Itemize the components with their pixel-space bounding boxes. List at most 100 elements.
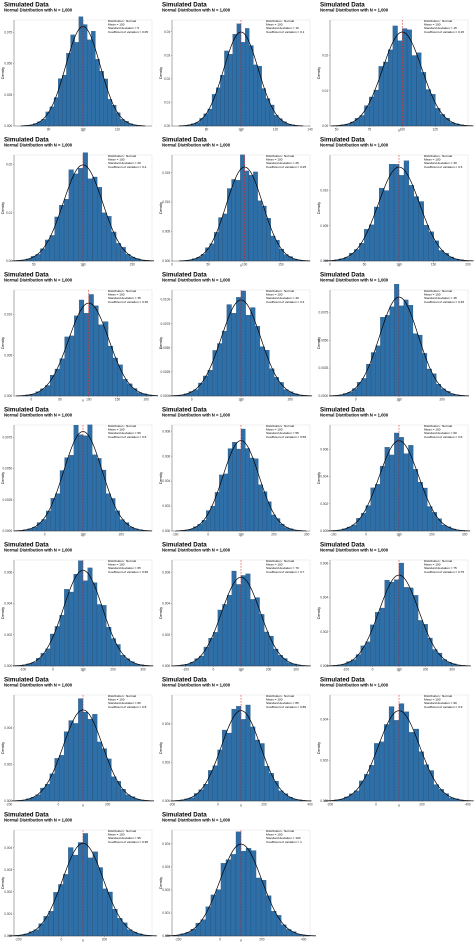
histogram-bar xyxy=(87,719,93,802)
histogram-bar xyxy=(107,891,113,937)
y-tick-label: 0.004 xyxy=(162,722,170,726)
stats-annotation-line: Distribution : Normal xyxy=(424,424,452,428)
stats-annotation-line: Distribution : Normal xyxy=(424,19,452,23)
histogram-bar xyxy=(423,225,429,262)
histogram-bar xyxy=(275,518,281,532)
histogram-bar xyxy=(245,315,251,397)
histogram-bar xyxy=(388,706,395,802)
y-axis-label: Density xyxy=(317,67,321,79)
x-tick-label: 0 xyxy=(219,938,221,942)
histogram-bar xyxy=(266,501,272,532)
stats-annotation-line: Standard deviation = 45 xyxy=(424,296,457,300)
y-tick-label: 0.0075 xyxy=(2,436,12,440)
y-tick-label: 0.002 xyxy=(4,763,12,767)
x-tick-label: 400 xyxy=(465,803,471,807)
stats-annotation-line: Coefficient of variation = 0.45 xyxy=(424,300,464,304)
stats-annotation-line: Coefficient of variation = 0.8 xyxy=(108,705,147,709)
y-tick-label: 0.00 xyxy=(322,124,328,128)
histogram-bar xyxy=(259,743,265,802)
histogram-bar xyxy=(92,851,98,937)
histogram-bar xyxy=(428,770,434,802)
histogram-bar xyxy=(110,498,116,532)
histogram-bar xyxy=(105,493,111,532)
x-tick-label: 200 xyxy=(419,803,425,807)
histogram-bar xyxy=(221,330,227,397)
histogram-bar xyxy=(231,708,237,802)
histogram-bar xyxy=(250,599,256,667)
histogram-bar xyxy=(200,919,206,937)
histogram-bar xyxy=(82,711,88,802)
histogram-bar xyxy=(91,31,96,127)
histogram-bar xyxy=(115,781,121,802)
y-tick-label: 0.006 xyxy=(162,454,170,458)
stats-annotation-line: Coefficient of variation = 0.55 xyxy=(266,435,306,439)
histogram-bar xyxy=(389,306,395,397)
histogram-bar xyxy=(383,190,390,262)
x-axis-label: x xyxy=(82,939,84,943)
chart-title: Simulated Data xyxy=(320,407,365,414)
histogram-bar xyxy=(423,764,429,802)
x-tick-label: 200 xyxy=(144,398,150,402)
y-tick-label: 0.004 xyxy=(4,726,12,730)
histogram-bar xyxy=(398,175,405,262)
histogram-bar xyxy=(106,627,112,667)
stats-annotation-line: Coefficient of variation = 0.4 xyxy=(266,300,305,304)
chart-title: Simulated Data xyxy=(4,272,49,279)
chart-subtitle: Normal Distribution with N = 1,000 xyxy=(4,143,73,148)
stats-annotation-line: Coefficient of variation = 0.35 xyxy=(108,300,148,304)
y-tick-label: 0.0075 xyxy=(160,322,170,326)
y-axis-label: Density xyxy=(159,337,163,349)
histogram-bar xyxy=(379,741,385,802)
histogram-bar xyxy=(427,506,433,532)
stats-annotation-line: Coefficient of variation = 0.1 xyxy=(266,30,305,34)
histogram-bar xyxy=(273,781,279,802)
histogram-bar xyxy=(384,579,390,667)
histogram-bar xyxy=(54,626,60,667)
chart-title: Simulated Data xyxy=(162,137,207,144)
stats-annotation-line: Distribution : Normal xyxy=(108,289,136,293)
histogram-bar xyxy=(203,783,209,802)
y-tick-label: 0.000 xyxy=(162,799,170,803)
histogram-bar xyxy=(394,579,400,667)
histogram-bar xyxy=(64,457,70,532)
histogram-bar xyxy=(82,580,88,667)
histogram-bar xyxy=(276,915,282,937)
x-tick-label: 100 xyxy=(80,263,86,267)
histogram-bar xyxy=(124,658,130,667)
histogram-bar xyxy=(389,454,395,532)
chart-subtitle: Normal Distribution with N = 1,000 xyxy=(162,278,231,283)
histogram-bar xyxy=(236,706,242,802)
y-tick-label: 0.0000 xyxy=(318,394,328,398)
histogram-bar xyxy=(68,591,74,667)
x-tick-label: -100 xyxy=(172,533,179,537)
x-tick-label: 100 xyxy=(396,398,402,402)
histogram-bar xyxy=(58,78,63,127)
y-tick-label: 0.0075 xyxy=(318,310,328,314)
histogram-bar xyxy=(45,648,51,667)
histogram-bar xyxy=(374,743,380,802)
histogram-bar xyxy=(41,519,47,532)
stats-annotation-line: Mean = 100 xyxy=(266,563,283,567)
y-tick-label: 0.002 xyxy=(162,761,170,765)
chart-title: Simulated Data xyxy=(4,2,49,9)
x-tick-label: 100 xyxy=(238,398,244,402)
histogram-bar xyxy=(244,170,250,262)
histogram-panel: Simulated Data Normal Distribution with N… xyxy=(316,675,474,810)
histogram-bar xyxy=(102,888,108,937)
histogram-bar xyxy=(78,560,84,667)
stats-annotation-line: Coefficient of variation = 0.3 xyxy=(424,165,463,169)
stats-annotation-line: Standard deviation = 90 xyxy=(424,701,457,705)
x-tick-label: 0 xyxy=(372,668,374,672)
chart-title: Simulated Data xyxy=(320,542,365,549)
histogram-bar xyxy=(422,487,428,532)
histogram-bar xyxy=(413,196,419,262)
histogram-bar xyxy=(373,89,379,127)
stats-annotation-line: Distribution : Normal xyxy=(108,559,136,563)
chart-title: Simulated Data xyxy=(320,677,365,684)
y-tick-label: 0.003 xyxy=(4,868,12,872)
stats-annotation-line: Mean = 100 xyxy=(424,428,441,432)
stats-annotation-line: Standard deviation = 100 xyxy=(266,836,301,840)
stats-annotation-line: Coefficient of variation = 0.9 xyxy=(424,705,463,709)
x-axis-label: x xyxy=(398,534,400,538)
